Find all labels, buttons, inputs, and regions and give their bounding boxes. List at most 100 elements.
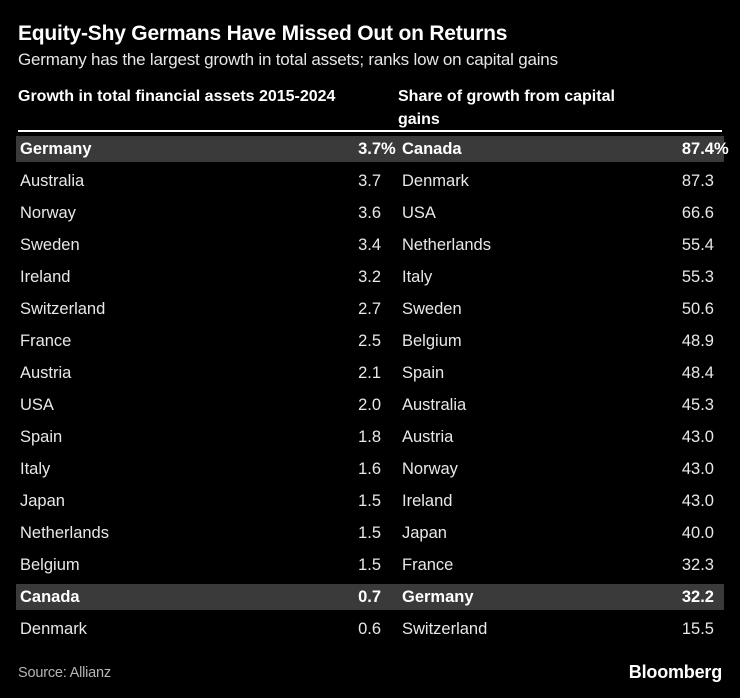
left-country-label: Belgium (20, 555, 80, 574)
value-unit: % (714, 139, 729, 158)
table-row: Denmark 0.6 Switzerland 15.5 (16, 613, 724, 645)
left-country-label: Australia (20, 171, 85, 190)
right-value: 43.0 (602, 492, 714, 511)
table-row: Canada 0.7 Germany 32.2 (16, 581, 724, 613)
right-value: 55.3 (602, 268, 714, 287)
value-number: 3.7 (358, 171, 381, 190)
left-value: 2.5 (224, 332, 381, 351)
value-number: 1.5 (358, 491, 381, 510)
value-number: 3.6 (358, 203, 381, 222)
left-value: 3.7% (224, 140, 396, 159)
right-country-label: Spain (402, 363, 445, 382)
right-country-label: Austria (402, 427, 454, 446)
left-value: 1.8 (224, 428, 381, 447)
left-value: 0.6 (224, 620, 381, 639)
page-title: Equity-Shy Germans Have Missed Out on Re… (18, 22, 508, 45)
table-row: Japan 1.5 Ireland 43.0 (16, 485, 724, 517)
bloomberg-logo: Bloomberg (628, 662, 722, 682)
right-country-label: Netherlands (402, 235, 491, 254)
right-value: 45.3 (602, 396, 714, 415)
left-country-label: France (20, 331, 72, 350)
value-number: 40.0 (681, 523, 714, 542)
left-value: 1.5 (224, 524, 381, 543)
left-value: 3.2 (224, 268, 381, 287)
right-value: 48.9 (602, 332, 714, 351)
value-number: 1.5 (358, 523, 381, 542)
value-number: 66.6 (681, 203, 714, 222)
right-value: 87.4% (602, 139, 729, 159)
header-divider-rule (18, 130, 722, 132)
right-country-label: Sweden (402, 299, 462, 318)
table-row: Netherlands 1.5 Japan 40.0 (16, 517, 724, 549)
right-country-label: Switzerland (402, 619, 488, 638)
value-number: 2.1 (358, 363, 381, 382)
table-row: Ireland 3.2 Italy 55.3 (16, 261, 724, 293)
left-country-label: Canada (20, 587, 80, 606)
table-row: Germany 3.7% Canada 87.4% (16, 133, 729, 165)
left-country-label: Germany (20, 139, 92, 158)
left-country-label: Norway (20, 203, 76, 222)
table-row: Belgium 1.5 France 32.3 (16, 549, 724, 581)
right-country-label: Belgium (402, 331, 462, 350)
left-country-label: Austria (20, 363, 72, 382)
value-number: 43.0 (681, 491, 714, 510)
right-value: 40.0 (602, 524, 714, 543)
right-value: 50.6 (602, 300, 714, 319)
left-country-label: USA (20, 395, 54, 414)
value-number: 3.2 (358, 267, 381, 286)
right-country-label: USA (402, 203, 436, 222)
right-value: 66.6 (602, 204, 714, 223)
table-row: Norway 3.6 USA 66.6 (16, 197, 724, 229)
left-table-heading: Growth in total financial assets 2015-20… (18, 88, 336, 105)
value-number: 55.3 (681, 267, 714, 286)
right-value: 32.2 (602, 588, 714, 607)
value-number: 55.4 (681, 235, 714, 254)
table-row: Sweden 3.4 Netherlands 55.4 (16, 229, 724, 261)
value-number: 2.5 (358, 331, 381, 350)
left-value: 0.7 (224, 588, 381, 607)
left-value: 2.1 (224, 364, 381, 383)
value-number: 2.7 (358, 299, 381, 318)
right-value: 15.5 (602, 620, 714, 639)
left-country-label: Switzerland (20, 299, 106, 318)
right-value: 48.4 (602, 364, 714, 383)
value-number: 48.9 (681, 331, 714, 350)
value-unit: % (381, 139, 396, 158)
left-country-label: Japan (20, 491, 65, 510)
right-country-label: France (402, 555, 454, 574)
value-number: 0.6 (358, 619, 381, 638)
left-value: 2.0 (224, 396, 381, 415)
left-value: 1.5 (224, 492, 381, 511)
value-number: 87.4 (681, 139, 714, 158)
value-number: 45.3 (681, 395, 714, 414)
right-country-label: Norway (402, 459, 458, 478)
page-subtitle: Germany has the largest growth in total … (18, 50, 558, 69)
left-value: 3.6 (224, 204, 381, 223)
value-number: 1.8 (358, 427, 381, 446)
right-value: 55.4 (602, 236, 714, 255)
value-number: 50.6 (681, 299, 714, 318)
table-row: Italy 1.6 Norway 43.0 (16, 453, 724, 485)
value-number: 15.5 (681, 619, 714, 638)
left-country-label: Spain (20, 427, 63, 446)
table-row: Switzerland 2.7 Sweden 50.6 (16, 293, 724, 325)
value-number: 1.6 (358, 459, 381, 478)
source-note: Source: Allianz (18, 665, 111, 681)
right-country-label: Germany (402, 587, 474, 606)
value-number: 48.4 (681, 363, 714, 382)
right-country-label: Australia (402, 395, 467, 414)
value-number: 32.2 (681, 587, 714, 606)
value-number: 43.0 (681, 459, 714, 478)
column-headings: Growth in total financial assets 2015-20… (18, 85, 722, 131)
right-country-label: Japan (402, 523, 447, 542)
table-body: Germany 3.7% Canada 87.4% Australia 3.7 Denmar… (16, 133, 729, 645)
value-number: 87.3 (681, 171, 714, 190)
table-row: Austria 2.1 Spain 48.4 (16, 357, 724, 389)
right-country-label: Italy (402, 267, 433, 286)
right-value: 32.3 (602, 556, 714, 575)
left-value: 2.7 (224, 300, 381, 319)
table-row: USA 2.0 Australia 45.3 (16, 389, 724, 421)
value-number: 32.3 (681, 555, 714, 574)
left-country-label: Netherlands (20, 523, 109, 542)
left-value: 1.6 (224, 460, 381, 479)
